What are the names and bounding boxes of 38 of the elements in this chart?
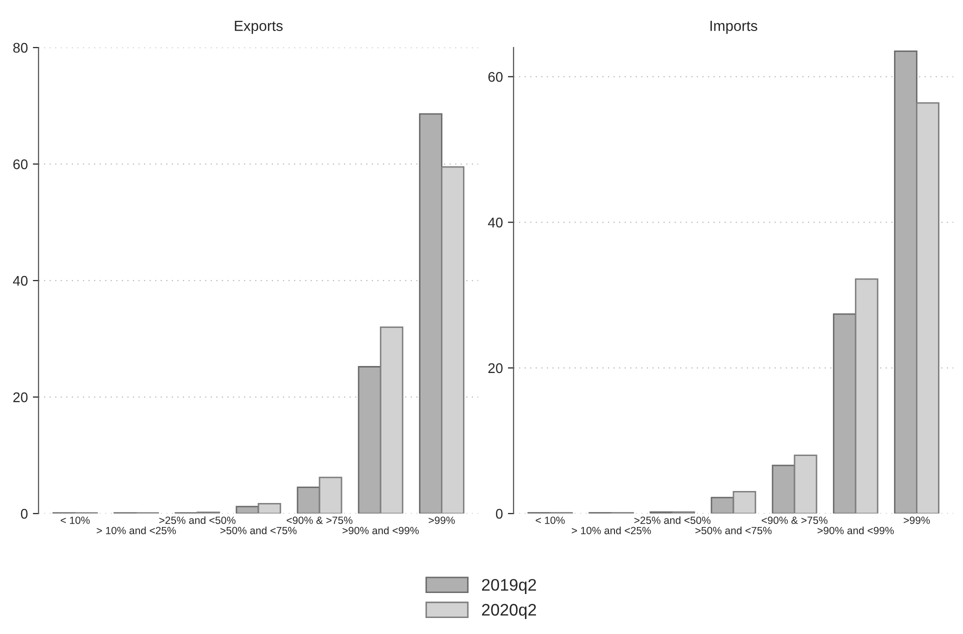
bar: [380, 326, 404, 514]
bar: [916, 102, 940, 514]
x-tick-label: <90% & >75%: [762, 516, 828, 524]
x-tick-label: > 10% and <25%: [572, 526, 651, 534]
x-tick-label: <90% & >75%: [286, 516, 352, 524]
x-tick-label: >99%: [428, 516, 455, 524]
bar: [441, 166, 464, 514]
bar: [732, 491, 756, 514]
x-tick-label: < 10%: [536, 516, 565, 524]
y-tick-label: 40: [12, 276, 28, 286]
y-tick-label: 80: [13, 42, 28, 53]
x-tick-label: >25% and <50%: [634, 516, 711, 524]
legend-label: 2019q2: [482, 578, 536, 594]
x-tick-label: > 10% and <25%: [96, 526, 176, 534]
x-tick-label: >99%: [904, 516, 930, 524]
y-tick-label: 60: [488, 72, 503, 82]
y-tick-label: 40: [488, 218, 503, 228]
x-tick-label: >90% and <99%: [342, 526, 419, 534]
chart-title: Imports: [710, 20, 758, 34]
bar: [772, 464, 796, 514]
x-tick-label: >25% and <50%: [159, 516, 236, 524]
bar: [794, 454, 818, 514]
bar: [318, 476, 342, 514]
legend-label: 2020q2: [482, 604, 536, 619]
y-tick-label: 20: [13, 392, 28, 402]
x-tick-label: >50% and <75%: [220, 526, 297, 534]
x-tick-label: >50% and <75%: [695, 526, 772, 534]
x-tick-label: >90% and <99%: [818, 526, 894, 534]
y-tick-label: 0: [496, 508, 503, 519]
bar: [710, 496, 734, 514]
bar: [258, 502, 282, 514]
chart-title: Exports: [234, 20, 283, 34]
y-tick-label: 0: [20, 508, 28, 519]
bar: [296, 486, 320, 514]
y-tick-label: 60: [13, 159, 28, 170]
bar: [854, 278, 878, 514]
x-tick-label: < 10%: [60, 516, 90, 524]
y-tick-label: 20: [488, 363, 503, 374]
